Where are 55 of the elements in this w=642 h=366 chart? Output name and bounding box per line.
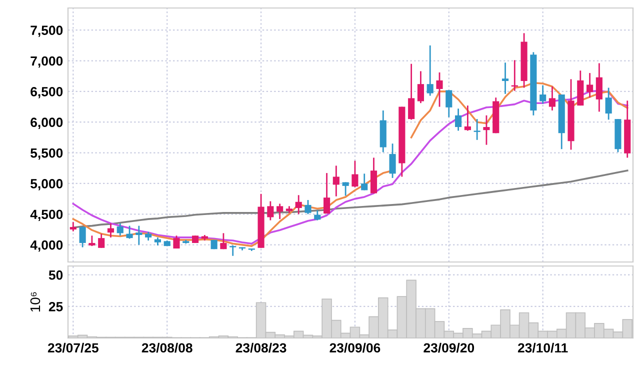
y-tick-label: 50 bbox=[48, 270, 63, 280]
candlestick bbox=[548, 86, 556, 112]
candlestick bbox=[474, 118, 480, 141]
y-tick-label: 6,000 bbox=[30, 118, 63, 129]
y-tick-label: 7,500 bbox=[30, 26, 63, 37]
x-tick-label: 23/08/08 bbox=[142, 342, 192, 353]
x-tick-label: 23/10/11 bbox=[518, 342, 568, 353]
y-tick-label: 6,500 bbox=[30, 87, 63, 98]
y-tick-label: 4,500 bbox=[30, 210, 63, 221]
candlestick bbox=[502, 62, 509, 95]
candlestick bbox=[98, 233, 105, 249]
candlestick bbox=[426, 44, 434, 96]
candlestick bbox=[304, 199, 312, 215]
y-tick-label: 5,000 bbox=[30, 179, 63, 190]
x-tick-label: 23/09/20 bbox=[424, 342, 474, 353]
candlestick bbox=[342, 182, 349, 196]
candlestick bbox=[389, 142, 396, 179]
candlestick bbox=[464, 104, 471, 132]
candlestick bbox=[230, 244, 236, 257]
candlestick bbox=[314, 210, 321, 221]
candlestick bbox=[220, 232, 227, 250]
candlestick bbox=[88, 234, 96, 247]
candlestick bbox=[352, 160, 358, 188]
candlestick bbox=[173, 234, 180, 250]
x-tick-label: 23/08/23 bbox=[236, 342, 286, 353]
candlestick bbox=[361, 172, 368, 191]
y-tick-label: 4,000 bbox=[30, 240, 63, 252]
candlestick bbox=[107, 222, 114, 238]
candlestick bbox=[417, 70, 424, 104]
y-tick-label: 7,000 bbox=[30, 56, 63, 68]
candlestick bbox=[332, 164, 340, 198]
candlestick bbox=[70, 221, 76, 232]
candlestick bbox=[370, 157, 378, 194]
candlestick bbox=[276, 203, 284, 220]
candlestick bbox=[446, 90, 452, 118]
candlestick bbox=[483, 114, 490, 146]
candlestick bbox=[586, 72, 594, 98]
y-tick-label: 25 bbox=[48, 302, 63, 312]
candlestick bbox=[295, 194, 302, 215]
candlestick bbox=[455, 108, 462, 132]
candlestick bbox=[116, 222, 124, 236]
candlestick bbox=[596, 62, 602, 112]
candlestick bbox=[436, 72, 443, 108]
candlestick bbox=[323, 172, 330, 214]
candlestick bbox=[126, 225, 133, 240]
candlestick bbox=[408, 63, 415, 120]
y-axis-title: 10⁶ bbox=[30, 292, 40, 312]
x-tick-label: 23/09/06 bbox=[330, 342, 380, 353]
candlestick bbox=[540, 84, 546, 104]
x-tick-label: 23/07/25 bbox=[48, 342, 98, 353]
candlestick bbox=[79, 226, 86, 248]
y-tick-label: 5,500 bbox=[30, 148, 63, 160]
candlestick bbox=[267, 200, 274, 221]
candlestick bbox=[605, 87, 612, 120]
candlestick bbox=[136, 225, 142, 246]
